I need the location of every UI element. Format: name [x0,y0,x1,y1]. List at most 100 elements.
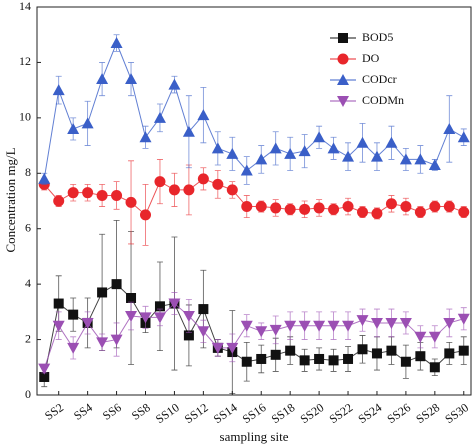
data-point [255,201,267,213]
series-line [43,302,464,369]
data-point [197,326,210,338]
data-point [96,189,108,201]
data-point [414,153,427,165]
y-tick-label: 12 [19,54,31,68]
data-point [342,201,354,213]
x-tick-label: SS6 [100,400,124,423]
data-point [284,320,297,332]
data-point [211,142,224,154]
data-point [414,331,427,343]
data-point [198,304,209,315]
data-point [457,131,470,143]
x-tick-label: SS4 [71,400,95,423]
x-tick-label: SS20 [298,400,327,426]
data-point [399,317,412,329]
data-point [357,206,368,218]
data-point [240,164,253,176]
data-point [226,184,238,196]
data-point [154,176,166,188]
x-tick-label: SS18 [269,400,298,426]
data-point [67,187,79,199]
data-point [458,345,469,356]
data-point [110,37,123,49]
data-point [400,356,411,367]
y-axis-label: Concentration mg/L [3,147,18,252]
data-point [139,312,152,324]
legend-label: DO [362,51,380,65]
x-tick-label: SS24 [355,400,384,426]
data-point [67,122,80,134]
legend-label: BOD5 [362,30,393,44]
data-point [443,122,456,134]
x-tick-label: SS16 [240,400,269,426]
x-tick-label: SS14 [211,400,240,426]
data-point [313,202,325,214]
data-point [68,309,79,320]
data-point [38,363,51,375]
data-point [110,334,123,346]
data-point [428,331,441,343]
data-point [197,173,209,185]
data-point [226,147,239,159]
x-tick-label: SS22 [327,400,356,426]
y-tick-label: 8 [25,165,31,179]
data-point [270,202,282,214]
legend-marker [337,53,349,65]
data-point [183,184,195,196]
x-tick-label: SS2 [42,400,66,423]
data-point [81,117,94,129]
data-point [443,317,456,329]
legend-label: CODcr [362,72,397,86]
y-tick-label: 2 [25,331,31,345]
data-point [457,313,470,325]
y-tick-label: 4 [25,276,31,290]
data-point [314,353,325,364]
data-point [429,201,441,213]
series-line [43,41,465,179]
data-point [96,73,109,85]
data-point [386,345,397,356]
data-point [38,172,51,184]
data-point [299,355,310,366]
data-point [399,153,412,165]
x-tick-label: SS28 [413,400,442,426]
data-point [52,84,65,96]
data-point [458,206,470,218]
data-point [125,196,137,208]
data-point [255,326,268,338]
legend-label: CODMn [362,93,404,107]
data-point [241,356,252,367]
data-point [299,203,311,215]
legend-marker [338,33,348,43]
data-point [269,142,282,154]
x-axis-label: sampling site [220,429,289,444]
x-tick-label: SS30 [442,400,471,426]
data-point [370,150,383,162]
y-tick-label: 14 [19,0,31,13]
data-point [313,320,326,332]
data-point [211,342,224,354]
data-point [327,142,340,154]
data-point [168,298,181,310]
data-point [357,344,368,355]
data-point [356,136,369,148]
data-point [327,320,340,332]
data-point [226,342,239,354]
data-point [140,209,151,221]
data-point [285,345,296,356]
data-point [39,371,50,382]
data-point [53,195,65,207]
data-point [371,207,383,219]
data-point [284,147,297,159]
data-point [415,351,426,362]
data-point [52,320,65,332]
data-point [126,293,137,303]
plot-frame [36,6,472,396]
data-point [270,349,281,360]
data-point [111,279,122,290]
data-point [400,201,412,213]
data-point [82,187,94,199]
legend-marker [337,96,349,107]
data-point [168,78,181,90]
data-point [241,201,253,213]
